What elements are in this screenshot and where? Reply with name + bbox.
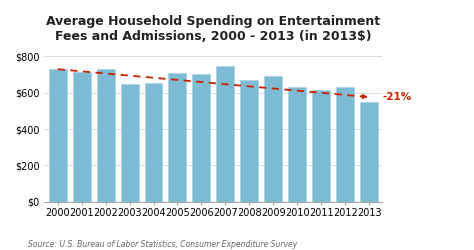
Bar [168, 74, 186, 202]
Bar [97, 69, 115, 202]
Bar [217, 66, 234, 202]
Bar [120, 84, 138, 202]
Bar [145, 82, 163, 202]
Bar [264, 76, 283, 202]
Bar [336, 87, 354, 202]
Bar [312, 90, 330, 202]
Text: -21%: -21% [383, 92, 411, 102]
Bar [288, 88, 306, 202]
Bar [360, 102, 378, 202]
Bar [192, 74, 210, 202]
Bar [240, 80, 258, 202]
Bar [73, 72, 91, 202]
Bar [49, 69, 67, 202]
Title: Average Household Spending on Entertainment
Fees and Admissions, 2000 - 2013 (in: Average Household Spending on Entertainm… [46, 15, 381, 43]
Text: Source: U.S. Bureau of Labor Statistics, Consumer Expenditure Survey: Source: U.S. Bureau of Labor Statistics,… [28, 240, 298, 249]
